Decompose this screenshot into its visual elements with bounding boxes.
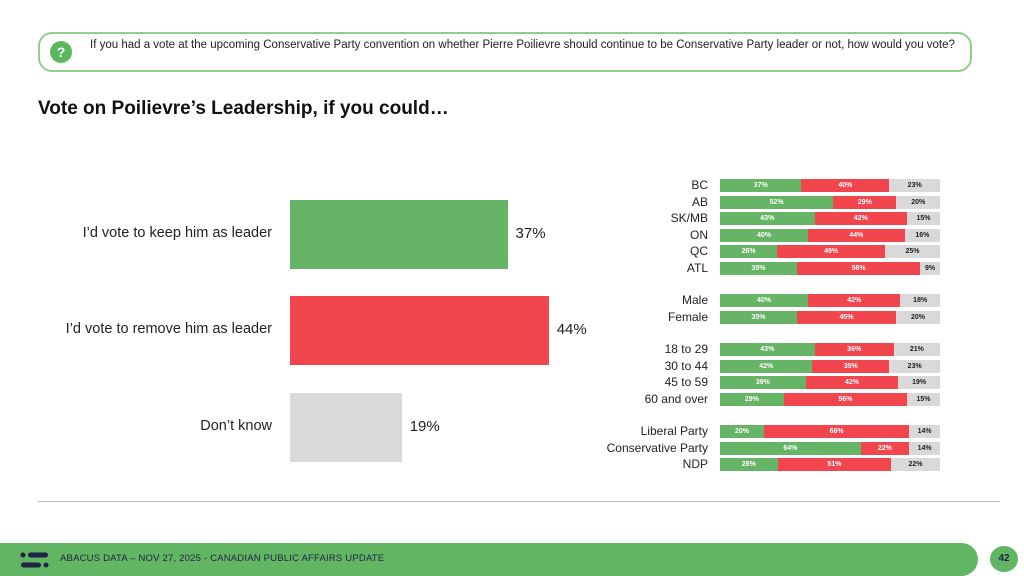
bar-segment: 23% [889,179,940,192]
bar-value-label: 44% [556,321,587,338]
stacked-bar-row: 35% 56% 9% [720,261,940,275]
bar-segment: 37% [720,179,802,192]
bar-segment: 40% [720,294,808,307]
bar-segment: 42% [720,359,813,373]
bar-segment: 45% [797,310,896,324]
bar-segment: 20% [896,195,940,209]
chart-title: Vote on Poilievre’s Leadership, if you c… [38,98,449,119]
stacked-bar-row: 64% 22% 14% [720,441,940,455]
bar-label: I’d vote to keep him as leader [82,225,272,241]
stacked-bar-row: 40% 44% 16% [720,228,940,242]
stacked-bar-row: 20% 66% 14% [720,425,940,438]
bar-segment: 43% [720,343,815,356]
bar [290,200,508,269]
row-label: ON [690,227,708,242]
stacked-bar-row: 39% 42% 19% [720,376,940,389]
row-label: NDP [682,457,708,471]
bar-segment: 29% [833,195,897,209]
bar-segment: 66% [764,425,910,438]
question-text: If you had a vote at the upcoming Conser… [90,39,955,51]
bar-label: Don’t know [200,418,272,434]
bar-segment: 49% [777,245,885,258]
page-number: 42 [990,546,1018,572]
row-label: Liberal Party [640,424,708,438]
bar-segment: 42% [814,212,907,225]
stacked-bar-row: 26% 49% 25% [720,245,940,258]
bar-segment: 36% [814,343,894,356]
stacked-bar-row: 43% 36% 21% [720,343,940,356]
question-box: ? If you had a vote at the upcoming Cons… [38,32,972,72]
row-label: BC [691,178,708,192]
stacked-bar-row: 43% 42% 15% [720,212,940,225]
bar-segment: 64% [720,441,861,455]
bar-segment: 35% [812,359,890,373]
bar-segment: 14% [909,441,940,455]
bar-segment: 56% [797,261,921,275]
bar-segment: 16% [904,228,940,242]
bar-segment: 40% [801,179,890,192]
row-label: Female [667,309,708,324]
row-label: 18 to 29 [664,342,708,356]
bar-segment: 29% [720,392,784,406]
stacked-bar-row: 42% 35% 23% [720,359,940,373]
footer-text: ABACUS DATA – NOV 27, 2025 - CANADIAN PU… [60,553,385,564]
bar-segment: 15% [906,392,940,406]
bar [290,296,549,365]
bar-value-label: 19% [409,418,440,435]
bar-segment: 51% [777,458,892,471]
bar-segment: 23% [889,359,940,373]
bar-segment: 14% [909,425,940,438]
row-label: 45 to 59 [664,375,708,389]
divider [38,501,1000,502]
stacked-bar-row: 52% 29% 20% [720,195,940,209]
stacked-bar-row: 35% 45% 20% [720,310,940,324]
row-label: SK/MB [670,211,708,225]
row-label: QC [690,244,708,258]
stacked-bar-row: 29% 56% 15% [720,392,940,406]
footer-bar: ABACUS DATA – NOV 27, 2025 - CANADIAN PU… [0,543,978,576]
bar-segment: 35% [720,261,797,275]
bar-segment: 40% [720,228,808,242]
row-label: 30 to 44 [664,358,708,373]
bar [290,393,402,462]
bar-segment: 25% [884,245,940,258]
bar-segment: 26% [720,458,778,471]
bar-segment: 9% [920,261,940,275]
bar-segment: 26% [720,245,778,258]
question-icon: ? [50,41,72,63]
stacked-bar-row: 37% 40% 23% [720,179,940,192]
bar-segment: 56% [783,392,907,406]
stacked-bar-row: 26% 51% 22% [720,458,940,471]
row-label: AB [691,194,708,209]
bar-segment: 44% [808,228,905,242]
bar-segment: 20% [720,425,764,438]
bar-segment: 42% [805,376,899,389]
bar-value-label: 37% [515,225,546,242]
abacus-logo-icon [20,552,49,568]
bar-segment: 39% [720,376,806,389]
bar-segment: 42% [808,294,901,307]
bar-segment: 21% [893,343,940,356]
bar-segment: 15% [906,212,940,225]
row-label: ATL [686,260,708,275]
bar-label: I’d vote to remove him as leader [65,321,272,337]
row-label: Male [681,293,708,307]
bar-segment: 52% [720,195,834,209]
bar-segment: 19% [898,376,940,389]
bar-segment: 43% [720,212,815,225]
bar-segment: 20% [896,310,940,324]
stacked-bar-row: 40% 42% 18% [720,294,940,307]
row-label: 60 and over [644,391,708,406]
bar-segment: 22% [891,458,940,471]
bar-segment: 22% [860,441,910,455]
bar-segment: 35% [720,310,797,324]
row-label: Conservative Party [606,440,708,455]
bar-segment: 18% [900,294,940,307]
